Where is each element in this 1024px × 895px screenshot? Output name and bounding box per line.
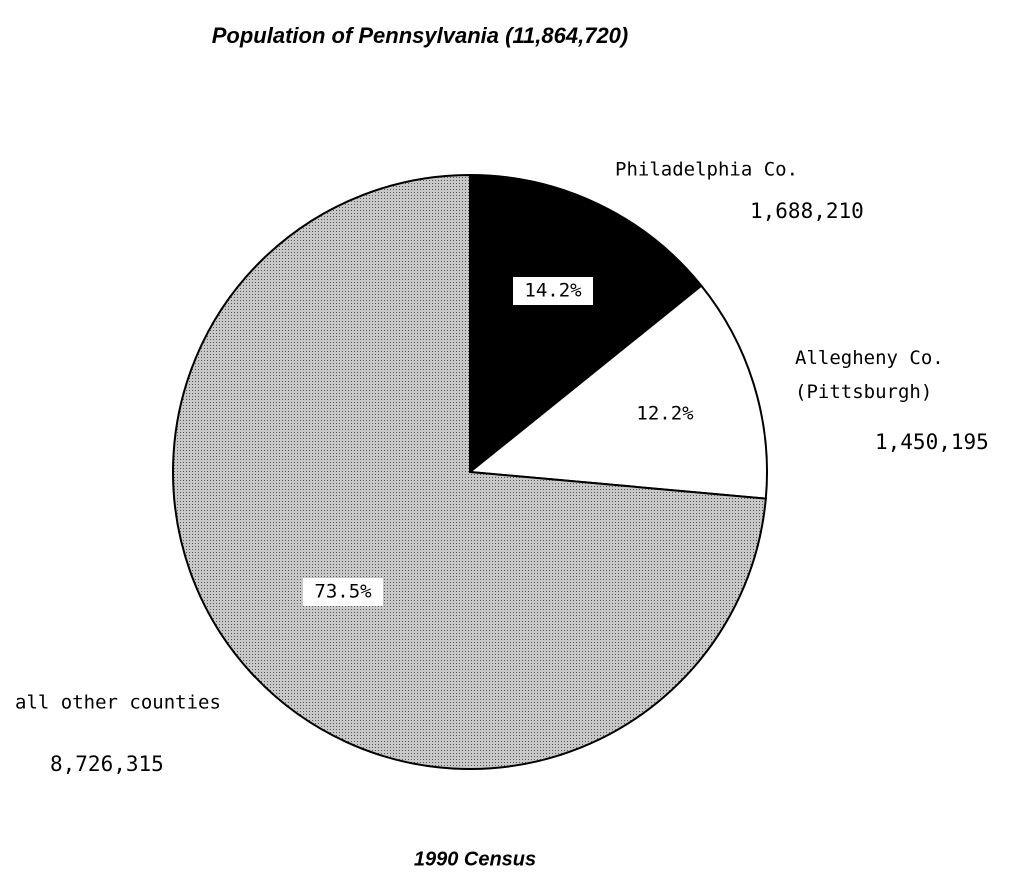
value-label: 12.2% <box>636 403 694 425</box>
pie-slice <box>467 284 768 500</box>
value-label: 14.2% <box>524 280 582 302</box>
population-label: 8,726,315 <box>50 752 164 776</box>
value-label: 73.5% <box>314 581 372 603</box>
population-label: 1,688,210 <box>750 199 864 223</box>
label-box <box>513 277 593 305</box>
pie-slice <box>469 173 703 475</box>
label-box <box>303 578 383 606</box>
category-label: all other counties <box>15 692 221 714</box>
chart-caption: 1990 Census <box>414 848 536 870</box>
pie-slice <box>172 173 767 770</box>
population-label: 1,450,195 <box>875 430 989 454</box>
category-label: Philadelphia Co. <box>615 159 798 181</box>
chart-title: Population of Pennsylvania (11,864,720) <box>212 23 629 48</box>
category-label: Allegheny Co. (Pittsburgh) <box>795 347 944 403</box>
